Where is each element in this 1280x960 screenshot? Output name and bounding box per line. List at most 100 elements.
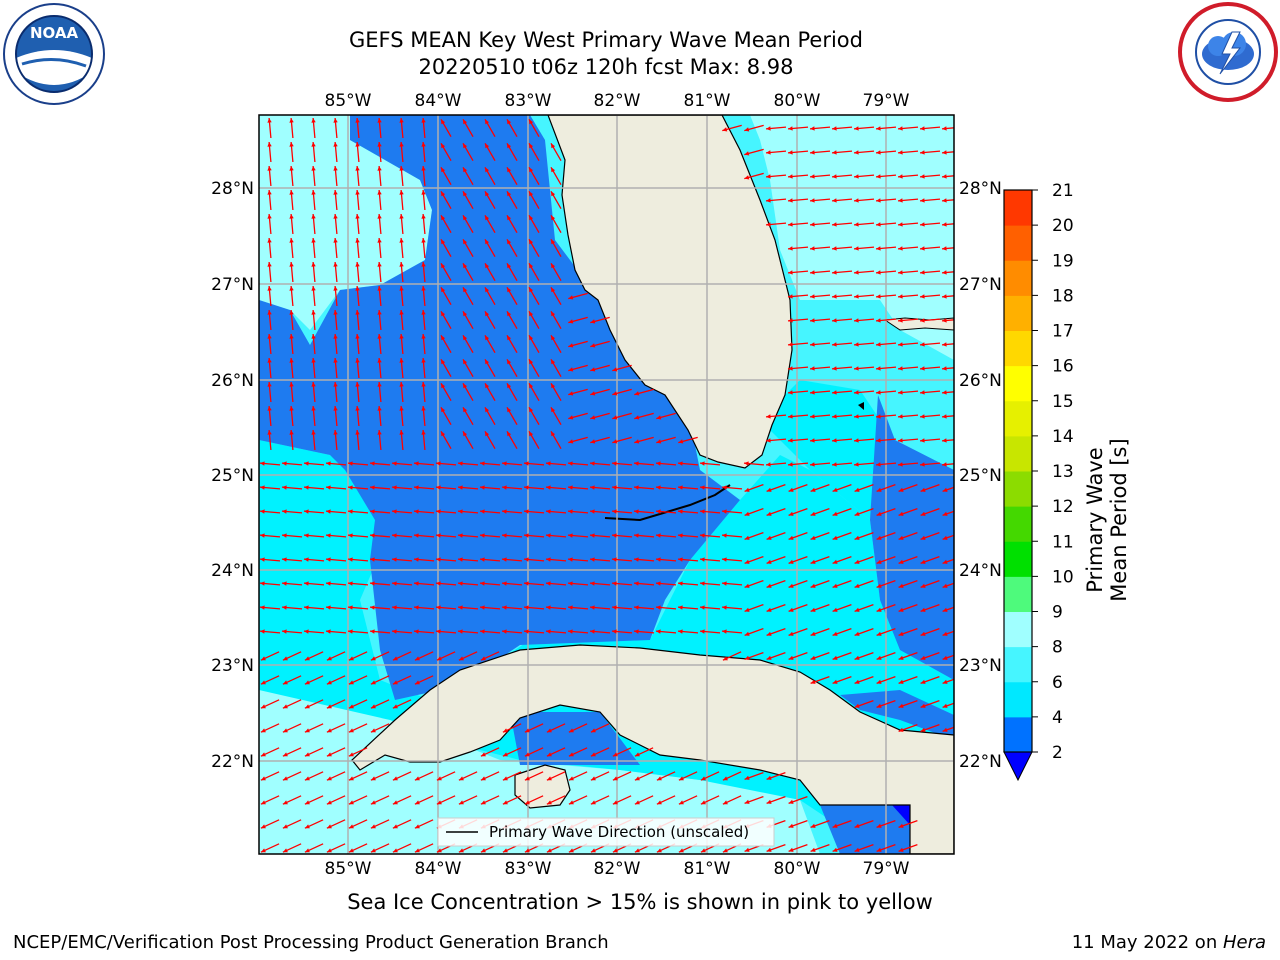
wave-arrow-head [333,430,338,435]
wave-arrow-head [480,800,486,805]
wave-arrow-head [304,800,310,805]
wave-arrow-head [876,847,882,852]
wave-arrow-head [392,605,397,610]
wave-arrow-head [788,414,793,419]
svg-text:27°N: 27°N [959,275,1002,295]
wave-arrow-head [920,511,926,516]
wave-arrow-head [634,415,640,420]
wave-arrow-head [876,607,882,612]
wave-arrow-head [267,166,272,171]
wave-arrow-head [458,629,463,634]
wave-arrow-head [942,246,947,251]
wave-arrow-head [282,581,287,586]
wave-arrow-head [744,583,750,588]
wave-arrow-head [656,439,662,444]
wave-arrow-head [832,583,838,588]
wave-arrow-head [348,581,353,586]
wave-arrow-head [304,485,309,490]
wave-arrow-head [744,775,750,780]
wave-arrow-head [436,533,441,538]
wave-arrow-head [788,438,793,443]
wave-arrow-head [788,655,794,660]
wave-arrow-head [810,294,815,299]
wave-arrow-head [942,462,947,467]
wave-arrow-head [590,800,596,805]
wave-arrow-head [788,390,793,395]
wave-arrow-head [568,800,574,805]
wave-arrow-head [282,728,288,733]
wave-arrow-head [480,656,486,661]
wave-arrow-head [788,559,794,564]
wave-arrow-head [810,150,815,155]
wave-arrow-head [529,263,534,269]
wave-arrow-head [421,310,426,315]
wave-arrow-head [485,407,490,413]
wave-arrow-head [612,509,617,514]
wave-arrow-head [942,222,947,227]
wave-arrow-head [370,461,375,466]
wave-arrow-head [590,485,595,490]
wave-arrow-head [311,334,316,339]
cuba-land [351,644,954,854]
svg-text:84°W: 84°W [415,859,462,879]
wave-arrow-head [832,150,837,155]
colorbar-segment [1004,576,1032,612]
wave-arrow-head [788,318,793,323]
wave-arrow-head [568,581,573,586]
footer-date: 11 May 2022 on Hera [1071,932,1266,953]
wave-arrow-head [463,431,468,437]
colorbar-segment [1004,611,1032,648]
wave-arrow-head [942,414,947,419]
wave-arrow-head [568,343,574,348]
wave-arrow-head [810,487,816,492]
wave-arrow-head [282,605,287,610]
wave-arrow-head [421,334,426,339]
wave-arrow-head [898,631,904,636]
wave-arrow-head [348,824,354,829]
wave-arrow-head [766,462,771,467]
wave-arrow-head [876,462,881,467]
wave-arrow-head [463,311,468,317]
wave-arrow-head [326,704,332,709]
wave-arrow-head [480,848,486,853]
wave-arrow-head [810,198,815,203]
wave-arrow-head [392,848,398,853]
wave-arrow-head [590,391,596,396]
wave-arrow-head [766,607,772,612]
wave-arrow-head [480,557,485,562]
wave-arrow-head [942,150,947,155]
wave-arrow-head [529,215,534,221]
wave-arrow-head [590,629,595,634]
wave-arrow-head [304,656,310,661]
wave-arrow-head [377,430,382,435]
wave-arrow-head [590,461,595,466]
wave-arrow-head [590,439,596,444]
wave-arrow-head [282,680,288,685]
wave-arrow-head [485,263,490,269]
wave-arrow-head [832,438,837,443]
wave-arrow-head [529,143,534,149]
wave-arrow-head [355,214,360,219]
wave-arrow-head [480,533,485,538]
wave-arrow-head [441,263,446,269]
wave-arrow-head [260,776,266,781]
wave-arrow-head [744,511,750,516]
wave-arrow-head [920,126,925,131]
wave-arrow-head [436,485,441,490]
wave-arrow-head [810,511,816,516]
wave-arrow-head [436,581,441,586]
wave-arrow-head [463,383,468,389]
wave-arrow-head [441,167,446,173]
wave-arrow-head [568,533,573,538]
wave-arrow-head [700,557,705,562]
wave-arrow-head [485,431,490,437]
wave-arrow-head [282,824,288,829]
wave-arrow-head [744,847,750,852]
wave-arrow-head [766,414,771,419]
wave-arrow-head [942,366,947,371]
wave-arrow-head [568,439,574,444]
wave-arrow-head [485,215,490,221]
wave-arrow-head [612,415,618,420]
svg-text:25°N: 25°N [959,466,1002,486]
wave-arrow-head [289,190,294,195]
